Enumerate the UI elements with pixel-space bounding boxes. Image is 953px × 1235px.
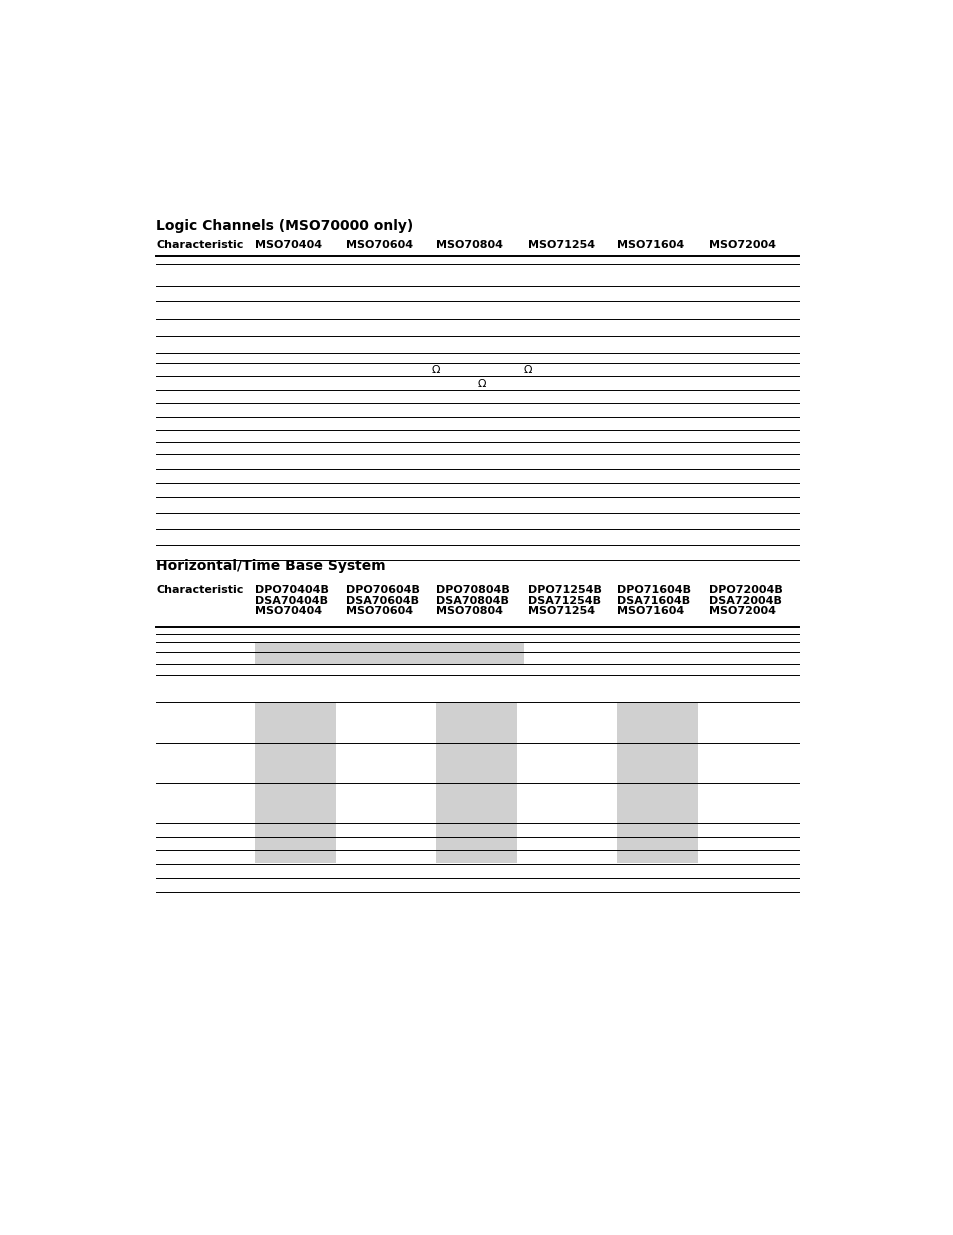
Text: Characteristic: Characteristic — [156, 240, 243, 249]
Text: MSO72004: MSO72004 — [708, 240, 776, 249]
Text: Ω: Ω — [431, 364, 439, 374]
Text: MSO71254: MSO71254 — [528, 240, 595, 249]
Bar — [254, 701, 335, 824]
Text: DSA70804B: DSA70804B — [436, 595, 508, 605]
Text: DPO70604B: DPO70604B — [346, 585, 419, 595]
Bar — [254, 642, 524, 663]
Text: DPO71254B: DPO71254B — [528, 585, 601, 595]
Text: MSO70404: MSO70404 — [254, 240, 321, 249]
Text: MSO70804: MSO70804 — [436, 240, 502, 249]
Text: MSO70604: MSO70604 — [346, 240, 413, 249]
Text: MSO70604: MSO70604 — [346, 606, 413, 616]
Text: DSA70404B: DSA70404B — [254, 595, 327, 605]
Text: MSO70404: MSO70404 — [254, 606, 321, 616]
Text: MSO71604: MSO71604 — [617, 240, 683, 249]
Text: DSA72004B: DSA72004B — [708, 595, 781, 605]
Text: MSO72004: MSO72004 — [708, 606, 776, 616]
Text: DPO71604B: DPO71604B — [617, 585, 690, 595]
Bar — [254, 824, 335, 863]
Bar — [617, 701, 698, 824]
Text: MSO70804: MSO70804 — [436, 606, 502, 616]
Bar — [436, 701, 517, 824]
Text: Characteristic: Characteristic — [156, 585, 243, 595]
Text: Ω: Ω — [523, 364, 532, 374]
Text: Logic Channels (MSO70000 only): Logic Channels (MSO70000 only) — [156, 219, 413, 233]
Bar — [617, 824, 698, 863]
Text: DPO70804B: DPO70804B — [436, 585, 509, 595]
Text: DSA71604B: DSA71604B — [617, 595, 689, 605]
Text: MSO71254: MSO71254 — [528, 606, 595, 616]
Bar — [436, 824, 517, 863]
Text: Ω: Ω — [476, 379, 485, 389]
Text: MSO71604: MSO71604 — [617, 606, 683, 616]
Text: Horizontal/Time Base System: Horizontal/Time Base System — [156, 559, 385, 573]
Text: DPO70404B: DPO70404B — [254, 585, 328, 595]
Text: DSA70604B: DSA70604B — [346, 595, 418, 605]
Text: DPO72004B: DPO72004B — [708, 585, 782, 595]
Text: DSA71254B: DSA71254B — [528, 595, 600, 605]
